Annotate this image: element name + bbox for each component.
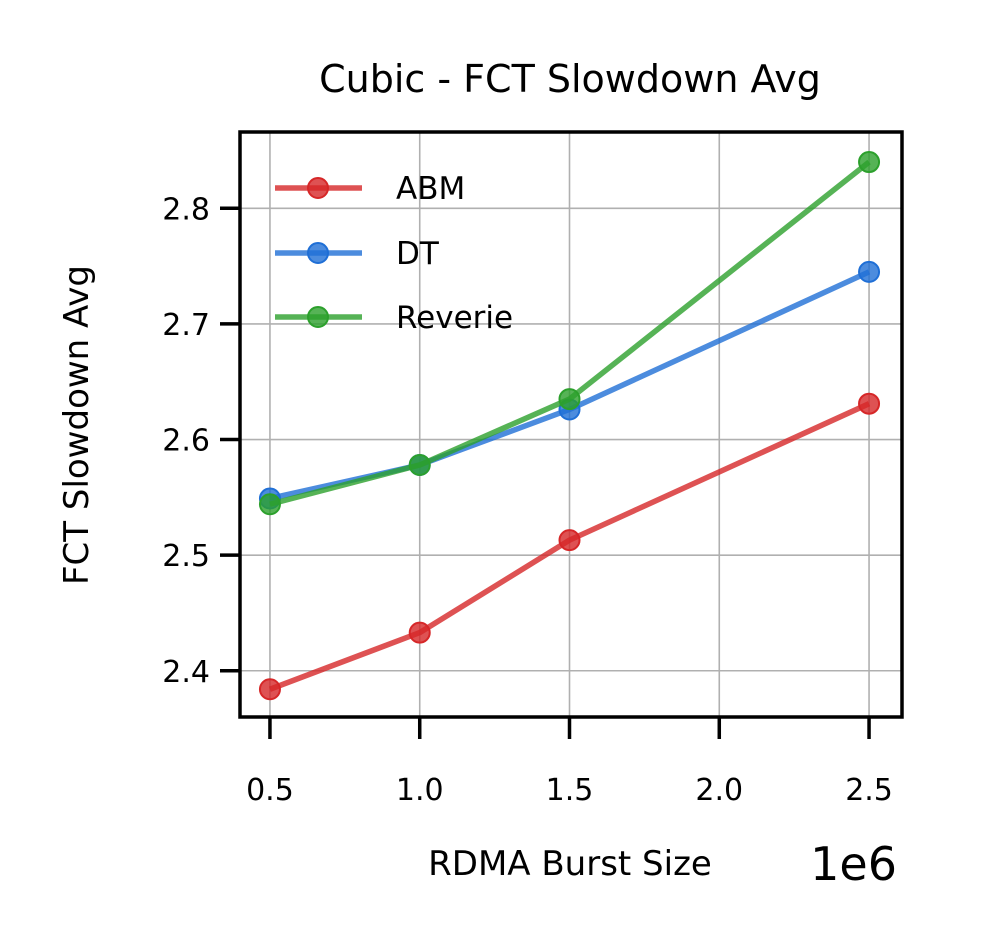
legend: ABM DT Reverie [275, 171, 513, 336]
x-tick-label: 2.0 [695, 773, 743, 808]
plot-frame [238, 130, 904, 719]
x-axis-label: RDMA Burst Size [428, 844, 712, 884]
data-point-reverie [858, 151, 881, 174]
data-point-abm [258, 678, 281, 701]
legend-label-dt: DT [396, 236, 440, 272]
x-tick-label: 2.5 [845, 773, 893, 808]
data-point-dt [858, 260, 881, 283]
legend-label-abm: ABM [396, 171, 465, 207]
series-line-dt [269, 269, 871, 502]
y-axis-label: FCT Slowdown Avg [57, 265, 97, 585]
grid-lines [240, 132, 902, 717]
x-tick-label: 1.0 [396, 773, 444, 808]
data-point-abm [558, 529, 581, 552]
y-tick-label: 2.5 [162, 539, 210, 574]
x-axis-offset-label: 1e6 [810, 837, 897, 891]
chart-title: Cubic - FCT Slowdown Avg [319, 57, 821, 101]
legend-marker-dt [307, 242, 329, 264]
x-tick-label: 1.5 [546, 773, 594, 808]
y-tick-label: 2.6 [162, 424, 210, 459]
y-tick-label: 2.4 [162, 655, 210, 690]
y-tick-label: 2.7 [162, 308, 210, 343]
series-group [258, 151, 881, 701]
data-point-reverie [258, 493, 281, 516]
data-point-abm [858, 392, 881, 415]
data-point-reverie [408, 453, 431, 476]
data-point-reverie [558, 388, 581, 411]
x-tick-label: 0.5 [246, 773, 294, 808]
y-axis: 2.4 2.5 2.6 2.7 2.8 [162, 192, 240, 690]
series-line-reverie [269, 159, 871, 507]
legend-marker-abm [307, 177, 329, 199]
series-line-abm [268, 401, 871, 692]
x-axis: 0.5 1.0 1.5 2.0 2.5 [246, 717, 893, 808]
legend-label-reverie: Reverie [396, 300, 513, 336]
legend-marker-reverie [307, 306, 329, 328]
data-point-abm [408, 621, 431, 644]
y-tick-label: 2.8 [162, 192, 210, 227]
